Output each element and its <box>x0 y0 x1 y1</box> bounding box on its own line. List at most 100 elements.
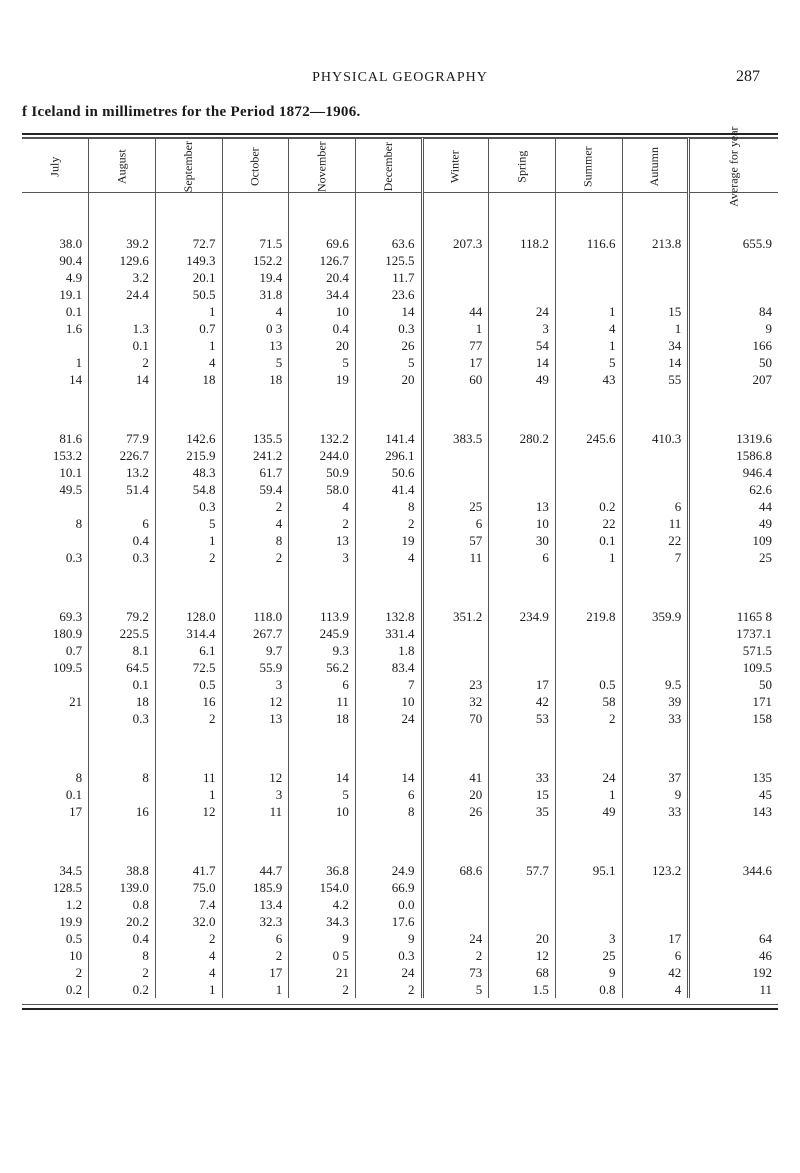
gap-cell <box>355 566 422 608</box>
cell: 5 <box>289 786 356 803</box>
gap-cell <box>622 193 689 236</box>
cell: 2 <box>89 964 156 981</box>
table-row: 34.538.841.744.736.824.968.657.795.1123.… <box>22 862 778 879</box>
cell: 12 <box>222 769 289 786</box>
cell: 0.1 <box>89 337 156 354</box>
gap-cell <box>489 193 556 236</box>
cell: 4 <box>222 515 289 532</box>
cell: 44 <box>422 303 489 320</box>
cell <box>489 481 556 498</box>
cell: 5 <box>222 354 289 371</box>
cell: 10 <box>355 693 422 710</box>
cell <box>22 676 89 693</box>
cell: 17 <box>422 354 489 371</box>
gap-cell <box>289 566 356 608</box>
cell: 50.6 <box>355 464 422 481</box>
cell: 166 <box>689 337 778 354</box>
cell: 5 <box>289 354 356 371</box>
gap-cell <box>422 566 489 608</box>
cell: 23.6 <box>355 286 422 303</box>
cell: 10 <box>289 303 356 320</box>
cell: 1.8 <box>355 642 422 659</box>
cell: 0.2 <box>555 498 622 515</box>
cell: 13.2 <box>89 464 156 481</box>
cell: 142.6 <box>155 430 222 447</box>
cell: 0.3 <box>89 549 156 566</box>
cell: 0.4 <box>89 930 156 947</box>
cell <box>89 786 156 803</box>
cell: 30 <box>489 532 556 549</box>
col-winter: Winter <box>422 139 489 193</box>
cell: 24 <box>355 964 422 981</box>
cell: 571.5 <box>689 642 778 659</box>
cell <box>689 913 778 930</box>
cell: 18 <box>289 710 356 727</box>
cell: 0.0 <box>355 896 422 913</box>
cell: 1 <box>155 303 222 320</box>
col-average: Average for year <box>689 139 778 193</box>
gap-cell <box>422 727 489 769</box>
cell: 10 <box>489 515 556 532</box>
cell: 25 <box>555 947 622 964</box>
cell: 135 <box>689 769 778 786</box>
cell <box>22 337 89 354</box>
cell: 15 <box>489 786 556 803</box>
cell <box>555 286 622 303</box>
cell: 25 <box>689 549 778 566</box>
cell: 11 <box>155 769 222 786</box>
cell: 14 <box>622 354 689 371</box>
gap-cell <box>489 388 556 430</box>
cell: 126.7 <box>289 252 356 269</box>
table-row: 21181612111032425839171 <box>22 693 778 710</box>
cell <box>422 464 489 481</box>
cell: 20 <box>355 371 422 388</box>
gap-cell <box>155 388 222 430</box>
cell: 38.8 <box>89 862 156 879</box>
cell: 9 <box>555 964 622 981</box>
cell: 1 <box>622 320 689 337</box>
cell: 83.4 <box>355 659 422 676</box>
gap-cell <box>689 388 778 430</box>
table-row: 19.920.232.032.334.317.6 <box>22 913 778 930</box>
cell: 13.4 <box>222 896 289 913</box>
cell: 946.4 <box>689 464 778 481</box>
cell: 20 <box>489 930 556 947</box>
cell: 9.5 <box>622 676 689 693</box>
gap-cell <box>355 193 422 236</box>
gap-cell <box>289 727 356 769</box>
cell <box>22 710 89 727</box>
cell: 6.1 <box>155 642 222 659</box>
cell: 53 <box>489 710 556 727</box>
col-spring: Spring <box>489 139 556 193</box>
cell <box>489 269 556 286</box>
cell <box>622 252 689 269</box>
table-row: 38.039.272.771.569.663.6207.3118.2116.62… <box>22 235 778 252</box>
gap-cell <box>155 193 222 236</box>
cell <box>622 447 689 464</box>
cell: 49 <box>689 515 778 532</box>
cell: 0.2 <box>89 981 156 998</box>
cell: 185.9 <box>222 879 289 896</box>
cell <box>422 252 489 269</box>
cell <box>489 913 556 930</box>
cell <box>489 464 556 481</box>
gap-cell <box>22 727 89 769</box>
cell: 14 <box>22 371 89 388</box>
cell: 18 <box>89 693 156 710</box>
gap-cell <box>222 820 289 862</box>
cell: 1 <box>155 532 222 549</box>
cell <box>622 481 689 498</box>
bottom-heavy-rule <box>22 1008 778 1010</box>
cell: 3.2 <box>89 269 156 286</box>
cell: 192 <box>689 964 778 981</box>
cell: 8.1 <box>89 642 156 659</box>
cell <box>489 896 556 913</box>
cell: 9 <box>622 786 689 803</box>
cell <box>422 625 489 642</box>
cell <box>622 625 689 642</box>
cell: 41.4 <box>355 481 422 498</box>
cell: 213.8 <box>622 235 689 252</box>
gap-cell <box>555 566 622 608</box>
cell: 0.4 <box>289 320 356 337</box>
cell <box>622 659 689 676</box>
